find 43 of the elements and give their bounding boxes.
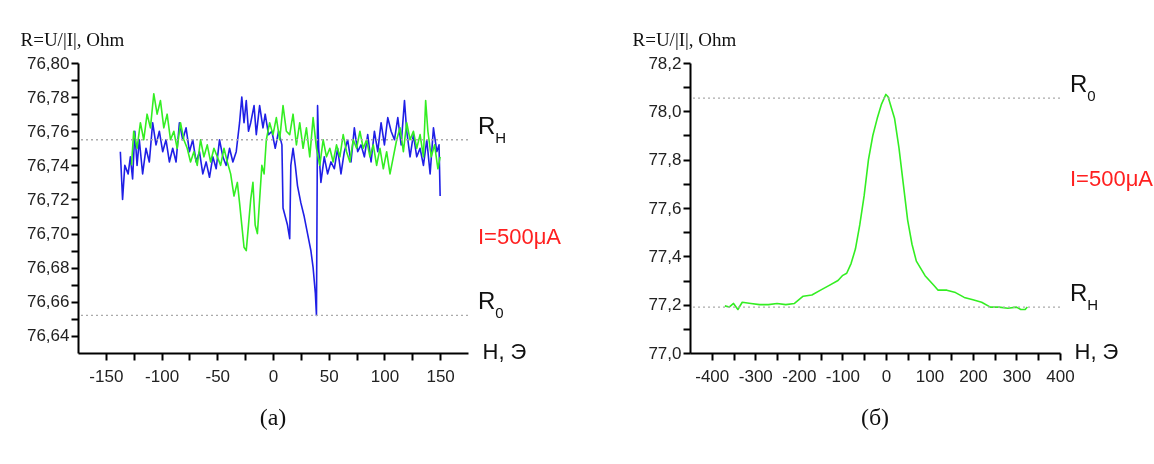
y-tick-label: 76,64	[26, 326, 70, 346]
y-tick-label: 76,70	[26, 224, 70, 244]
y-tick-label: 77,8	[648, 150, 682, 170]
y-tick-label: 78,0	[648, 101, 682, 121]
x-tick-label: 50	[319, 366, 339, 386]
x-tick-label: -100	[825, 366, 860, 386]
x-tick-label: -300	[738, 366, 773, 386]
y-tick-label: 76,78	[26, 87, 70, 107]
y-tick-label: 77,2	[648, 295, 682, 315]
line-series	[130, 92, 441, 252]
x-tick-label: -50	[205, 366, 231, 386]
line-series	[119, 96, 441, 317]
x-tick-label: 100	[915, 366, 945, 386]
text: I=500μA	[478, 224, 562, 249]
text: I=500μA	[1070, 166, 1154, 191]
x-tick-label: 400	[1046, 366, 1075, 386]
line-series	[724, 93, 1029, 311]
y-axis-title: R=U/|I|, Ohm	[632, 28, 737, 50]
x-tick-label: -150	[89, 366, 124, 386]
text: (б)	[860, 404, 890, 430]
y-tick-label: 76,72	[26, 189, 70, 209]
x-tick-label: 150	[426, 366, 455, 386]
y-tick-label: 76,76	[26, 121, 70, 141]
y-tick-label: 78,2	[648, 53, 682, 73]
text: (а)	[259, 404, 287, 430]
x-tick-label: 0	[881, 366, 892, 386]
x-tick-label: -400	[695, 366, 730, 386]
x-tick-label: 0	[268, 366, 279, 386]
y-tick-label: 77,6	[648, 198, 682, 218]
x-tick-label: 300	[1002, 366, 1032, 386]
y-tick-label: 76,66	[26, 292, 70, 312]
x-tick-label: 200	[959, 366, 988, 386]
y-axis-title: R=U/|I|, Ohm	[20, 28, 125, 50]
x-tick-label: 100	[370, 366, 400, 386]
y-tick-label: 77,4	[648, 246, 682, 266]
x-tick-label: -200	[782, 366, 817, 386]
x-axis-title: H, Э	[1074, 338, 1119, 364]
y-tick-label: 76,80	[26, 53, 70, 73]
x-axis-title: H, Э	[482, 338, 527, 364]
y-tick-label: 76,68	[26, 258, 70, 278]
x-tick-label: -100	[145, 366, 180, 386]
y-tick-label: 76,74	[26, 155, 70, 175]
y-tick-label: 77,0	[648, 343, 682, 363]
